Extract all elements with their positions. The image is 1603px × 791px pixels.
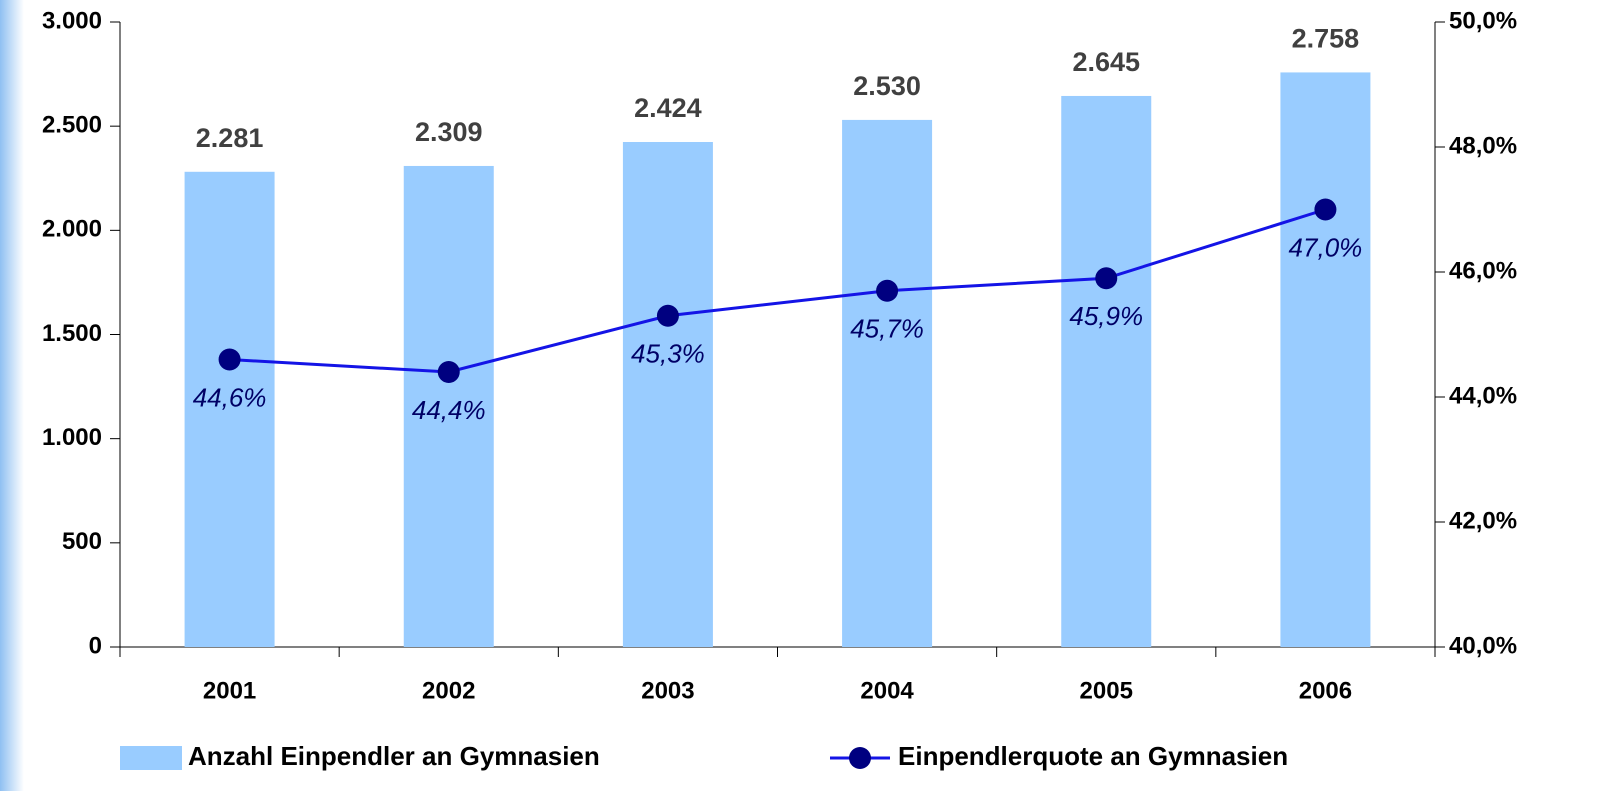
bar	[184, 171, 275, 647]
edge-decoration	[0, 0, 24, 791]
line-marker	[1314, 198, 1337, 221]
y-tick-label: 2.000	[42, 216, 102, 243]
bar	[1280, 72, 1371, 647]
y-tick-label: 3.000	[42, 7, 102, 34]
bar-value-label: 2.424	[634, 93, 702, 123]
bar	[842, 119, 933, 647]
line-value-label: 44,6%	[193, 382, 267, 412]
y-tick-label: 0	[89, 632, 102, 659]
y2-tick-label: 46,0%	[1449, 257, 1517, 284]
bar-value-label: 2.530	[853, 71, 921, 101]
bar	[1061, 95, 1152, 648]
y-tick-label: 1.500	[42, 320, 102, 347]
legend-label: Einpendlerquote an Gymnasien	[898, 741, 1288, 771]
bar-value-label: 2.645	[1072, 47, 1140, 77]
line-marker	[876, 279, 899, 302]
x-tick-label: 2002	[422, 677, 475, 704]
y-tick-label: 500	[62, 528, 102, 555]
line-value-label: 44,4%	[412, 395, 486, 425]
line-value-label: 47,0%	[1289, 232, 1363, 262]
line-marker	[1095, 267, 1118, 290]
x-tick-label: 2001	[203, 677, 256, 704]
bar	[403, 165, 494, 648]
y2-tick-label: 48,0%	[1449, 132, 1517, 159]
y2-tick-label: 40,0%	[1449, 632, 1517, 659]
line-marker	[218, 348, 241, 371]
line-marker	[437, 361, 460, 383]
legend-marker	[849, 747, 871, 769]
x-tick-label: 2006	[1299, 677, 1352, 704]
y-tick-label: 1.000	[42, 424, 102, 451]
line-value-label: 45,3%	[631, 339, 705, 369]
line-value-label: 45,9%	[1069, 301, 1143, 331]
y2-tick-label: 44,0%	[1449, 382, 1517, 409]
line-marker	[656, 304, 679, 327]
line	[229, 208, 1326, 374]
bar	[622, 142, 713, 647]
legend-swatch	[120, 746, 182, 770]
x-tick-label: 2004	[860, 677, 914, 704]
legend-label: Anzahl Einpendler an Gymnasien	[188, 741, 600, 771]
bar-value-label: 2.758	[1292, 24, 1360, 54]
y2-tick-label: 50,0%	[1449, 7, 1517, 34]
bar-value-label: 2.281	[196, 123, 264, 153]
line-value-label: 45,7%	[850, 314, 924, 344]
x-tick-label: 2003	[641, 677, 694, 704]
y-tick-label: 2.500	[42, 112, 102, 139]
bar-value-label: 2.309	[415, 117, 483, 147]
x-tick-label: 2005	[1080, 677, 1133, 704]
y2-tick-label: 42,0%	[1449, 507, 1517, 534]
